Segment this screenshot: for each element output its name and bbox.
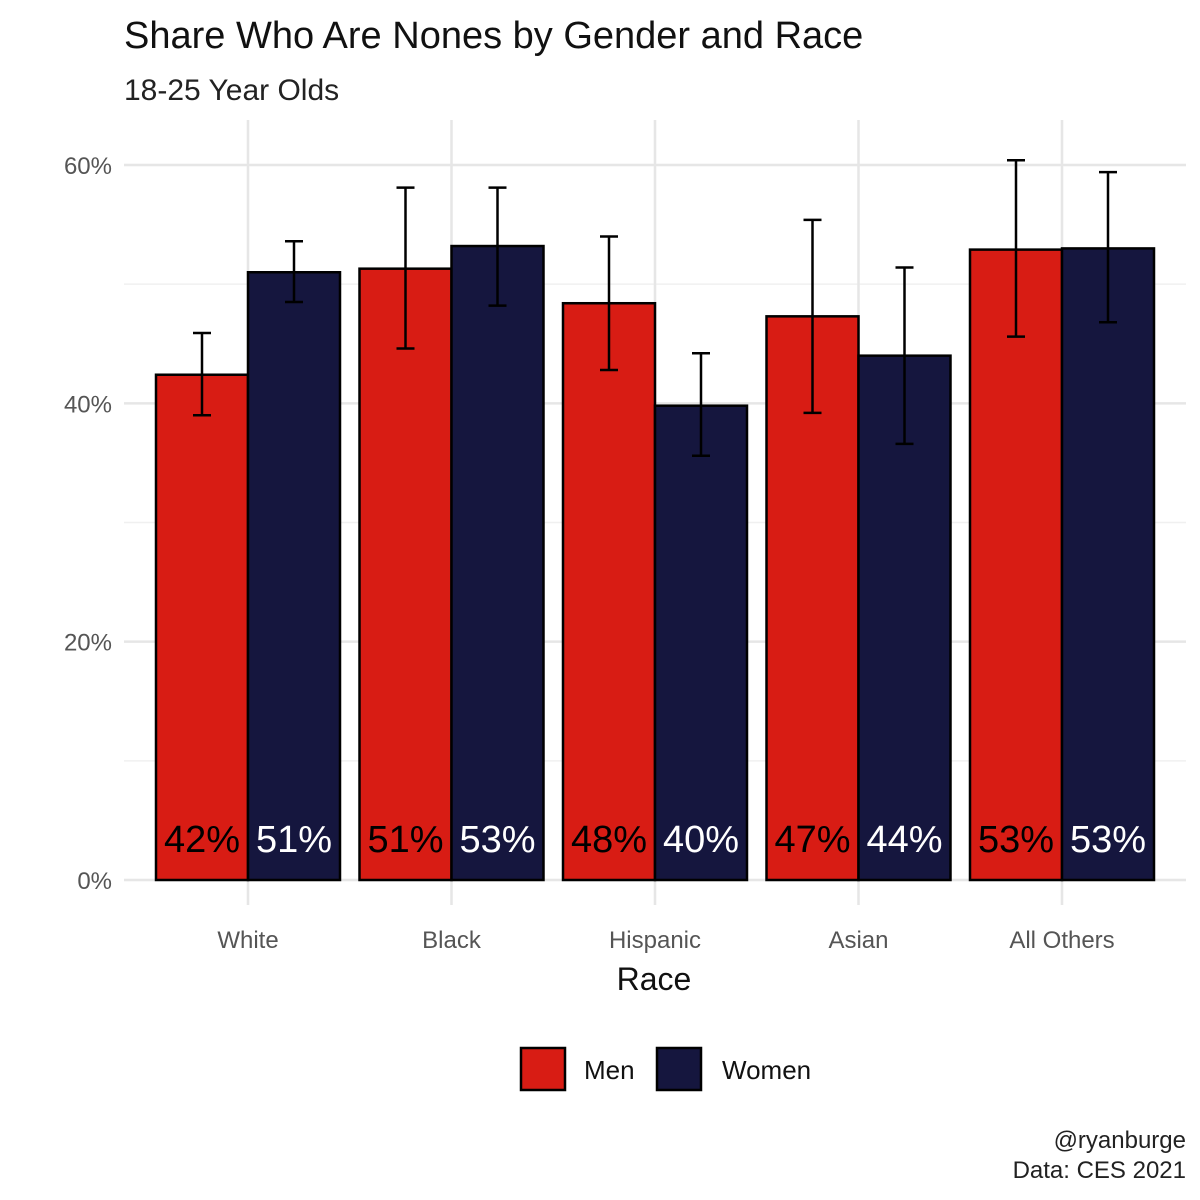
- error-bar: [193, 331, 211, 417]
- legend-swatch: [519, 1046, 567, 1092]
- y-tick-label: 40%: [64, 391, 112, 418]
- legend-item-men: Men: [519, 1046, 635, 1092]
- x-tick-label: Black: [422, 927, 482, 954]
- y-tick-label: 0%: [77, 868, 112, 895]
- x-tick-label: All Others: [1009, 927, 1114, 954]
- bar-women: [246, 271, 342, 882]
- caption-author: @ryanburge: [1054, 1127, 1186, 1154]
- bar-value-label: 53%: [978, 819, 1054, 861]
- x-axis-title: Race: [617, 961, 692, 997]
- bar-value-label: 53%: [459, 819, 535, 861]
- error-bar: [1007, 158, 1025, 338]
- bar-value-label: 51%: [367, 819, 443, 861]
- bar-men: [561, 301, 657, 882]
- x-tick-label: White: [217, 927, 278, 954]
- bar-men: [358, 267, 453, 882]
- x-tick-label: Asian: [828, 927, 888, 954]
- bar-value-label: 48%: [571, 819, 647, 861]
- error-bar: [600, 235, 618, 372]
- y-tick-label: 60%: [64, 153, 112, 180]
- error-bar: [488, 186, 507, 307]
- error-bar: [396, 186, 415, 350]
- bar-value-label: 40%: [663, 819, 739, 861]
- error-bar: [285, 240, 303, 304]
- bar-men: [968, 248, 1064, 882]
- error-bar: [803, 218, 822, 415]
- bar-value-labels: 42% 51% 48% 47% 53% 51% 53% 40% 44% 53%: [164, 819, 1146, 861]
- bars: [154, 244, 1156, 882]
- legend-label: Men: [584, 1055, 635, 1085]
- chart-subtitle: 18-25 Year Olds: [124, 74, 339, 107]
- legend-swatch: [655, 1046, 703, 1092]
- bar-value-label: 42%: [164, 819, 240, 861]
- error-bar: [692, 352, 710, 458]
- bar-men: [154, 373, 250, 882]
- bar-women: [1060, 247, 1156, 882]
- legend-item-women: Women: [655, 1046, 811, 1092]
- bar-value-label: 47%: [774, 819, 850, 861]
- caption-source: Data: CES 2021: [1013, 1157, 1186, 1184]
- y-axis: 0% 20% 40% 60%: [64, 153, 112, 895]
- error-bar: [895, 266, 914, 446]
- error-bar: [1099, 170, 1117, 324]
- y-tick-label: 20%: [64, 630, 112, 657]
- bar-value-label: 51%: [256, 819, 332, 861]
- x-tick-label: Hispanic: [609, 927, 701, 954]
- legend: Men Women: [519, 1046, 811, 1092]
- bar-women: [450, 244, 545, 882]
- bar-women: [653, 404, 749, 882]
- bar-value-label: 53%: [1070, 819, 1146, 861]
- chart-title: Share Who Are Nones by Gender and Race: [124, 15, 863, 57]
- x-axis: White Black Hispanic Asian All Others: [217, 927, 1114, 954]
- error-bars: [193, 158, 1117, 458]
- legend-label: Women: [722, 1055, 811, 1085]
- bar-value-label: 44%: [866, 819, 942, 861]
